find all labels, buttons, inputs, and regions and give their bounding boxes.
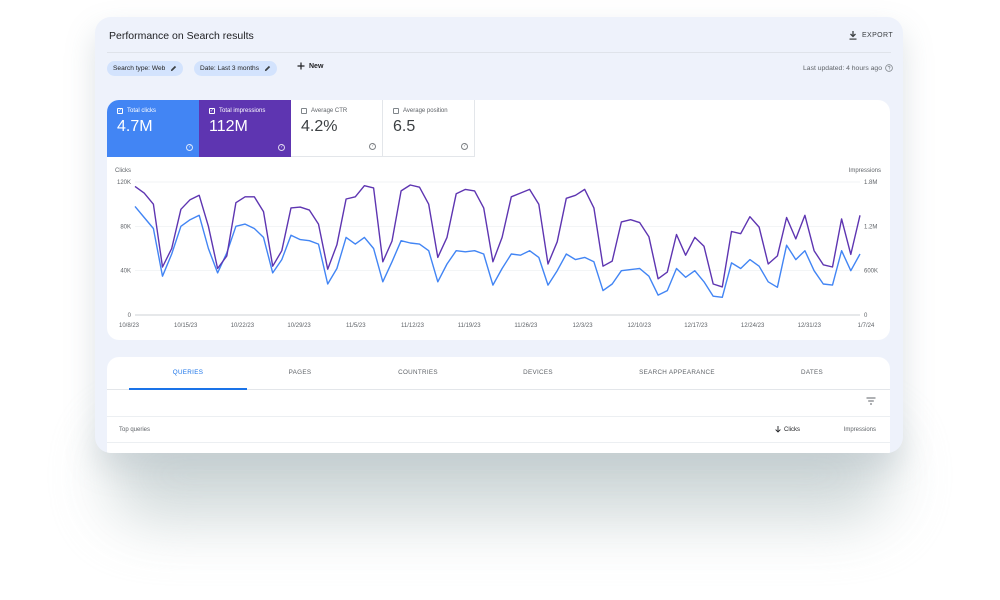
x-tick-label: 1/7/24	[858, 323, 875, 329]
y-right-axis-title: Impressions	[849, 168, 881, 174]
y-left-tick-label: 0	[128, 313, 132, 319]
checkbox-checked-icon[interactable]: ✓	[209, 107, 215, 114]
y-right-tick-label: 0	[864, 313, 868, 319]
x-tick-label: 11/19/23	[458, 323, 482, 329]
export-button[interactable]: EXPORT	[849, 31, 893, 40]
y-left-axis-title: Clicks	[115, 168, 131, 174]
metric-label-row: ✓ Total impressions	[209, 108, 291, 114]
metric-label: Average position	[403, 108, 448, 114]
metric-label-row: Average CTR	[301, 108, 382, 114]
plus-icon	[297, 62, 305, 70]
x-tick-label: 10/29/23	[287, 323, 311, 329]
metric-label: Total impressions	[219, 108, 266, 114]
help-icon[interactable]: ?	[186, 144, 193, 151]
help-icon[interactable]: ?	[369, 143, 376, 150]
search-type-chip[interactable]: Search type: Web	[107, 61, 184, 76]
metric-total-impressions[interactable]: ✓ Total impressions 112M ?	[199, 100, 291, 157]
search-type-label: Search type: Web	[113, 65, 166, 72]
help-icon[interactable]: ?	[461, 143, 468, 150]
table-card: QUERIES PAGES COUNTRIES DEVICES SEARCH A…	[107, 357, 890, 453]
metric-value: 112M	[209, 118, 248, 135]
tab-countries[interactable]: COUNTRIES	[398, 369, 438, 376]
download-icon	[849, 31, 857, 40]
x-tick-label: 12/10/23	[628, 323, 652, 329]
x-tick-label: 11/5/23	[346, 323, 366, 329]
pencil-icon	[264, 65, 271, 72]
tab-pages[interactable]: PAGES	[288, 369, 312, 376]
x-tick-label: 12/17/23	[684, 323, 708, 329]
active-tab-indicator	[129, 388, 247, 390]
y-right-tick-label: 600K	[864, 269, 878, 275]
new-filter-button[interactable]: New	[297, 62, 323, 70]
metric-value: 6.5	[393, 118, 416, 135]
tab-search-appearance[interactable]: SEARCH APPEARANCE	[639, 369, 715, 376]
filter-row: Search type: Web Date: Last 3 months New…	[107, 61, 893, 77]
last-updated-text: Last updated: 4 hours ago	[803, 64, 882, 72]
x-tick-label: 10/15/23	[174, 323, 198, 329]
column-header-clicks[interactable]: Clicks	[775, 426, 800, 433]
metric-label-row: ✓ Total clicks	[117, 108, 199, 114]
x-tick-label: 12/3/23	[573, 323, 594, 329]
metric-average-ctr[interactable]: Average CTR 4.2% ?	[291, 100, 383, 157]
series-line-clicks	[134, 205, 861, 299]
filter-icon[interactable]	[866, 397, 876, 405]
checkbox-unchecked-icon[interactable]	[301, 108, 307, 114]
tab-queries[interactable]: QUERIES	[172, 369, 204, 376]
column-header-impressions[interactable]: Impressions	[843, 427, 876, 433]
metric-value: 4.7M	[117, 118, 153, 135]
pencil-icon	[171, 65, 177, 72]
column-header-queries: Top queries	[119, 427, 151, 433]
header-divider	[107, 52, 891, 53]
x-tick-label: 12/24/23	[741, 323, 765, 329]
x-tick-label: 10/22/23	[231, 323, 255, 329]
header-row: Performance on Search results EXPORT	[109, 29, 893, 49]
checkbox-checked-icon[interactable]: ✓	[117, 107, 123, 114]
metric-label: Total clicks	[127, 108, 157, 114]
y-right-tick-label: 1.2M	[864, 224, 877, 230]
help-circle-icon[interactable]	[885, 64, 893, 72]
export-label: EXPORT	[861, 32, 893, 39]
tab-devices[interactable]: DEVICES	[523, 369, 553, 376]
x-tick-label: 12/31/23	[798, 323, 822, 329]
x-tick-label: 11/26/23	[514, 323, 538, 329]
date-chip[interactable]: Date: Last 3 months	[194, 61, 278, 76]
column-header-clicks-label: Clicks	[784, 426, 800, 433]
y-right-tick-label: 1.8M	[864, 180, 877, 186]
series-line-impressions	[134, 184, 861, 288]
metric-total-clicks[interactable]: ✓ Total clicks 4.7M ?	[107, 100, 199, 157]
date-label: Date: Last 3 months	[200, 65, 260, 72]
help-icon[interactable]: ?	[278, 144, 285, 151]
new-label: New	[309, 62, 324, 70]
table-header: Top queries Clicks Impressions	[107, 416, 890, 443]
checkbox-unchecked-icon[interactable]	[393, 108, 399, 114]
metric-value: 4.2%	[301, 118, 338, 135]
y-left-tick-label: 80K	[120, 224, 131, 230]
y-left-tick-label: 120K	[117, 180, 131, 186]
arrow-down-icon	[775, 426, 781, 433]
performance-chart: 0 0 40K 600K 80K 1.2M 120K 1.8M Clicks Impression…	[115, 168, 881, 329]
performance-card: Performance on Search results EXPORT Sea…	[95, 17, 903, 453]
tab-dates[interactable]: DATES	[800, 369, 824, 376]
page-title: Performance on Search results	[109, 30, 254, 42]
last-updated: Last updated: 4 hours ago	[803, 64, 893, 72]
metric-label-row: Average position	[393, 108, 474, 114]
metric-label: Average CTR	[311, 108, 348, 114]
tab-bar: QUERIES PAGES COUNTRIES DEVICES SEARCH A…	[107, 357, 890, 390]
chart-card: ✓ Total clicks 4.7M ? ✓ Total impression…	[107, 100, 890, 340]
y-left-tick-label: 40K	[120, 269, 131, 275]
metric-average-position[interactable]: Average position 6.5 ?	[383, 100, 475, 157]
x-tick-label: 10/8/23	[119, 323, 140, 329]
x-tick-label: 11/12/23	[401, 323, 425, 329]
